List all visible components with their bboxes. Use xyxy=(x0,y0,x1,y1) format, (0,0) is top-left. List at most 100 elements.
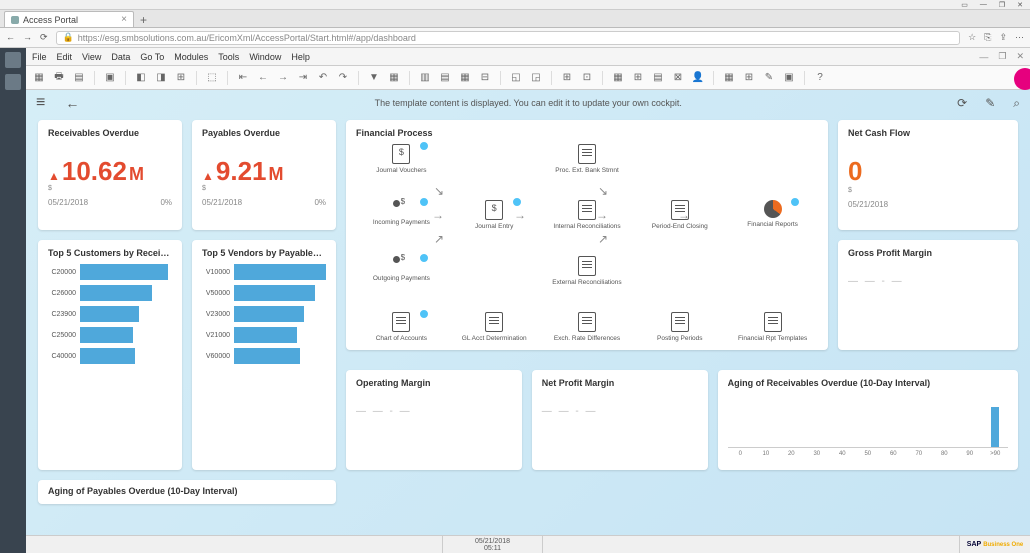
menu-window[interactable]: Window xyxy=(249,52,281,62)
tb-icon[interactable]: ⊞ xyxy=(560,71,574,85)
tb-icon[interactable]: ▣ xyxy=(103,71,117,85)
tb-icon[interactable]: ✎ xyxy=(762,71,776,85)
bar-row: V50000 xyxy=(202,285,326,301)
tb-preview-icon[interactable]: ▤ xyxy=(72,71,86,85)
card-receivables-overdue[interactable]: Receivables Overdue ▲ 10.62 M $ 05/21/20… xyxy=(38,120,182,230)
tb-print-icon[interactable]: 🖶 xyxy=(52,71,66,85)
menu-help[interactable]: Help xyxy=(291,52,310,62)
card-financial-process[interactable]: Financial Process Journal VouchersProc. … xyxy=(346,120,828,350)
menu-icon[interactable]: ⋯ xyxy=(1015,32,1024,43)
card-gross-profit-margin[interactable]: Gross Profit Margin — — - — xyxy=(838,240,1018,350)
window-max-icon[interactable]: ❐ xyxy=(998,51,1006,62)
close-icon[interactable]: ✕ xyxy=(1014,1,1026,9)
tb-icon[interactable]: ⊞ xyxy=(631,71,645,85)
tb-icon[interactable]: ▦ xyxy=(387,71,401,85)
url-input[interactable]: 🔒 https://esg.smbsolutions.com.au/Ericom… xyxy=(56,31,961,45)
forward-icon[interactable]: → xyxy=(23,32,32,43)
card-net-profit-margin[interactable]: Net Profit Margin — — - — xyxy=(532,370,708,470)
tb-icon[interactable]: ⊡ xyxy=(580,71,594,85)
tb-icon[interactable]: ▤ xyxy=(651,71,665,85)
reading-icon[interactable]: ⎘ xyxy=(984,32,991,43)
assist-bubble[interactable] xyxy=(1014,68,1030,90)
dock-item[interactable] xyxy=(5,52,21,68)
menu-data[interactable]: Data xyxy=(111,52,130,62)
process-item[interactable]: External Reconciliations xyxy=(542,256,633,286)
process-item[interactable]: Internal Reconciliations xyxy=(542,200,633,230)
back-icon[interactable]: ← xyxy=(6,32,15,43)
tb-icon[interactable]: ▣ xyxy=(782,71,796,85)
search-icon[interactable]: ⌕ xyxy=(1013,96,1020,111)
dock-item[interactable] xyxy=(5,74,21,90)
tb-help-icon[interactable]: ? xyxy=(813,71,827,85)
sparkline: — — - — xyxy=(542,406,698,417)
tb-icon[interactable]: ⬚ xyxy=(205,71,219,85)
edit-icon[interactable]: ✎ xyxy=(985,96,995,111)
process-icon xyxy=(578,200,596,220)
card-operating-margin[interactable]: Operating Margin — — - — xyxy=(346,370,522,470)
tb-filter-icon[interactable]: ▼ xyxy=(367,71,381,85)
tb-icon[interactable]: ◨ xyxy=(154,71,168,85)
card-title: Payables Overdue xyxy=(202,128,326,138)
tb-icon[interactable]: ◧ xyxy=(134,71,148,85)
share-icon[interactable]: ⇪ xyxy=(999,32,1007,43)
process-item[interactable]: Posting Periods xyxy=(634,312,725,342)
menu-modules[interactable]: Modules xyxy=(174,52,208,62)
tab-title: Access Portal xyxy=(23,15,78,25)
menu-goto[interactable]: Go To xyxy=(140,52,164,62)
tb-icon[interactable]: ◱ xyxy=(509,71,523,85)
minimize-icon[interactable]: ▭ xyxy=(958,1,971,9)
window-min-icon[interactable]: — xyxy=(979,52,988,62)
card-net-cash-flow[interactable]: Net Cash Flow 0 $ 05/21/2018 xyxy=(838,120,1018,230)
browser-tab[interactable]: Access Portal × xyxy=(4,11,134,27)
tb-icon[interactable]: ▦ xyxy=(611,71,625,85)
window-close-icon[interactable]: ✕ xyxy=(1016,51,1024,62)
tab-close-icon[interactable]: × xyxy=(121,14,127,25)
tb-icon[interactable]: ▦ xyxy=(32,71,46,85)
menu-edit[interactable]: Edit xyxy=(57,52,73,62)
process-item[interactable]: Journal Vouchers xyxy=(356,144,447,174)
menu-tools[interactable]: Tools xyxy=(218,52,239,62)
bookmark-icon[interactable]: ☆ xyxy=(968,32,976,43)
tb-first-icon[interactable]: ⇤ xyxy=(236,71,250,85)
back-button[interactable]: ← xyxy=(65,95,79,111)
tb-icon[interactable]: ▦ xyxy=(458,71,472,85)
hamburger-icon[interactable]: ≡ xyxy=(36,94,45,112)
bar-fill xyxy=(80,285,152,301)
card-top-vendors[interactable]: Top 5 Vendors by Payables O... V10000V50… xyxy=(192,240,336,470)
process-item[interactable]: Outgoing Payments xyxy=(356,256,447,282)
card-payables-overdue[interactable]: Payables Overdue ▲ 9.21 M $ 05/21/2018 0… xyxy=(192,120,336,230)
tb-prev-icon[interactable]: ← xyxy=(256,71,270,85)
badge-icon xyxy=(419,141,429,151)
tb-icon[interactable]: ⊟ xyxy=(478,71,492,85)
tb-icon[interactable]: ⊠ xyxy=(671,71,685,85)
tb-icon[interactable]: ▥ xyxy=(418,71,432,85)
new-tab-button[interactable]: + xyxy=(134,13,153,27)
tb-icon[interactable]: ▦ xyxy=(722,71,736,85)
maximize-icon[interactable]: — xyxy=(977,1,990,8)
card-top-customers[interactable]: Top 5 Customers by Receiva... C20000C260… xyxy=(38,240,182,470)
process-label: Posting Periods xyxy=(657,335,703,342)
tb-redo-icon[interactable]: ↷ xyxy=(336,71,350,85)
tb-user-icon[interactable]: 👤 xyxy=(691,71,705,85)
tb-next-icon[interactable]: → xyxy=(276,71,290,85)
menu-file[interactable]: File xyxy=(32,52,47,62)
tb-icon[interactable]: ▤ xyxy=(438,71,452,85)
tb-undo-icon[interactable]: ↶ xyxy=(316,71,330,85)
menu-view[interactable]: View xyxy=(82,52,101,62)
dashboard-body: Receivables Overdue ▲ 10.62 M $ 05/21/20… xyxy=(26,116,1030,535)
process-item[interactable]: Chart of Accounts xyxy=(356,312,447,342)
maximize2-icon[interactable]: ❐ xyxy=(996,1,1008,9)
card-aging-payables[interactable]: Aging of Payables Overdue (10-Day Interv… xyxy=(38,480,336,504)
reload-icon[interactable]: ⟳ xyxy=(40,32,48,43)
tb-last-icon[interactable]: ⇥ xyxy=(296,71,310,85)
process-item[interactable]: GL Acct Determination xyxy=(449,312,540,342)
process-item[interactable]: Proc. Ext. Bank Stmnt xyxy=(542,144,633,174)
process-item[interactable]: Financial Rpt Templates xyxy=(727,312,818,342)
process-item[interactable]: Exch. Rate Differences xyxy=(542,312,633,342)
card-aging-receivables[interactable]: Aging of Receivables Overdue (10-Day Int… xyxy=(718,370,1018,470)
tb-icon[interactable]: ◲ xyxy=(529,71,543,85)
tb-icon[interactable]: ⊞ xyxy=(174,71,188,85)
process-item[interactable]: Financial Reports xyxy=(727,200,818,228)
refresh-icon[interactable]: ⟳ xyxy=(957,96,967,111)
tb-icon[interactable]: ⊞ xyxy=(742,71,756,85)
